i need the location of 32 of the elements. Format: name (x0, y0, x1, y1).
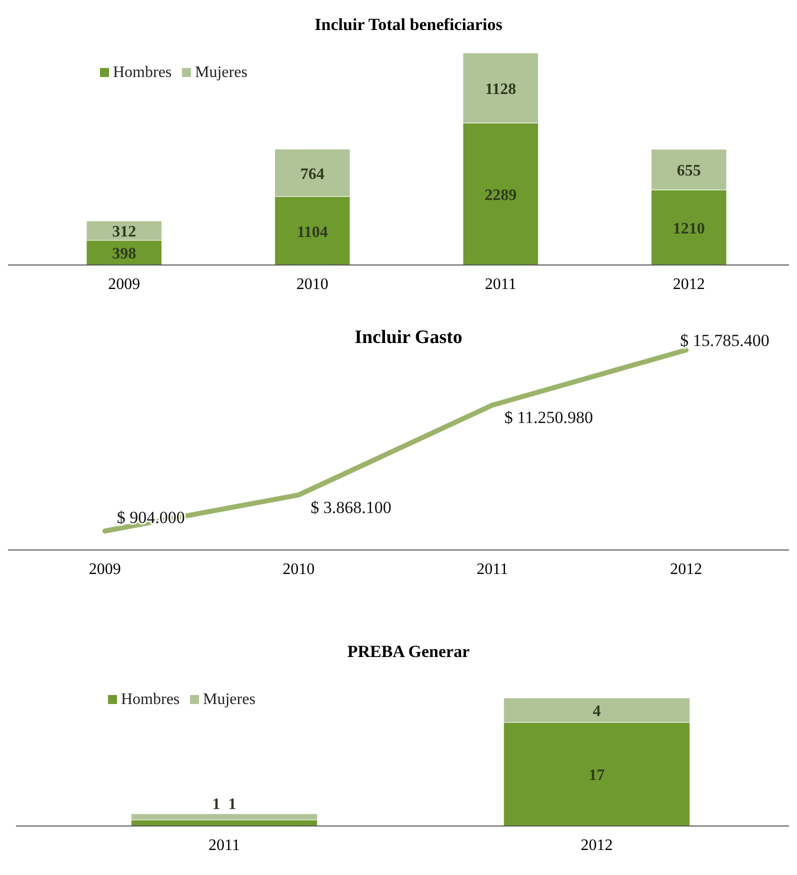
data-label: $ 11.250.980 (504, 408, 593, 428)
data-label: 1 (228, 796, 236, 813)
x-tick-label: 2009 (88, 561, 121, 578)
x-tick-label: 2010 (296, 276, 328, 293)
legend-label: Mujeres (203, 691, 256, 708)
x-tick-label: 2012 (670, 561, 702, 578)
x-tick-label: 2011 (476, 561, 508, 578)
x-tick-label: 2011 (208, 837, 240, 854)
chart-title: Incluir Gasto (354, 327, 462, 348)
data-label: 1210 (672, 220, 705, 238)
data-label: 2289 (484, 186, 517, 204)
chart-title: PREBA Generar (347, 642, 470, 661)
x-tick-label: 2010 (282, 561, 315, 578)
data-label: $ 15.785.400 (680, 331, 770, 350)
x-tick-label: 2011 (484, 276, 516, 293)
legend-label: Hombres (113, 64, 172, 81)
data-label: 764 (300, 166, 324, 183)
data-label: 1 (212, 796, 220, 813)
x-tick-label: 2012 (580, 837, 613, 854)
data-label: 1104 (296, 224, 328, 241)
legend-label: Hombres (121, 691, 180, 708)
data-label: 655 (676, 162, 701, 180)
data-label: $ 3.868.100 (310, 498, 392, 517)
data-label: 17 (588, 767, 605, 784)
legend-label: Mujeres (195, 64, 248, 81)
data-label: 1128 (485, 80, 516, 98)
x-tick-label: 2012 (672, 276, 705, 293)
data-label: 312 (112, 224, 136, 241)
data-label: 398 (112, 246, 136, 263)
data-label: 4 (592, 703, 601, 720)
x-tick-label: 2009 (108, 276, 140, 293)
chart-title: Incluir Total beneficiarios (314, 15, 503, 34)
